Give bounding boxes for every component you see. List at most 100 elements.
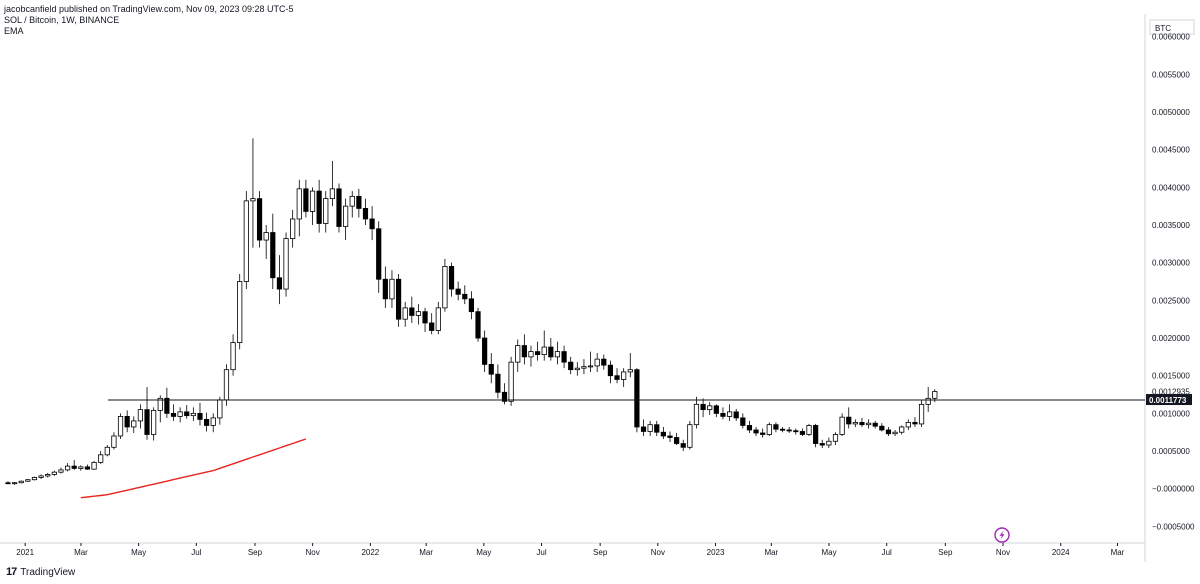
candle-body-up: [137, 409, 143, 422]
symbol-line: SOL / Bitcoin, 1W, BINANCE: [4, 15, 120, 25]
y-tick-label: 0.0060000: [1152, 33, 1190, 42]
candle: [323, 191, 329, 233]
candle: [25, 478, 31, 482]
candle: [395, 273, 402, 327]
candle-body-down: [601, 358, 607, 366]
candle: [899, 425, 905, 435]
level-price-marker: 0.0011773: [1146, 394, 1192, 406]
candle-body-up: [51, 471, 57, 475]
candle: [521, 334, 527, 365]
candle: [309, 187, 316, 225]
candle-body-up: [349, 195, 355, 207]
candle-body-down: [170, 412, 177, 417]
candle: [369, 206, 375, 241]
candle-body-up: [647, 424, 653, 432]
candle: [276, 255, 283, 305]
candle: [746, 420, 753, 433]
candle-body-up: [243, 200, 249, 282]
candle-body-down: [197, 412, 203, 420]
y-tick-label: 0.0050000: [1152, 108, 1190, 117]
candle: [786, 426, 792, 433]
x-axis-ticks: 2021 Mar May Jul Sep Nov 2022 Mar May Jul Sep Nov 20…: [16, 543, 1125, 557]
candle: [614, 368, 620, 384]
candle-body-down: [885, 429, 892, 435]
chart-header: jacobcanfield published on TradingView.c…: [4, 4, 294, 37]
candle: [687, 420, 693, 450]
tradingview-logo-icon[interactable]: 17: [6, 566, 17, 578]
candle: [779, 426, 786, 433]
candle: [303, 179, 309, 218]
candle: [852, 419, 858, 427]
candle: [290, 209, 296, 248]
candle-body-down: [548, 346, 554, 358]
candle-body-up: [826, 440, 832, 446]
candle-body-up: [237, 281, 243, 343]
candle-body-up: [415, 311, 422, 316]
x-tick-label: Mar: [419, 548, 433, 557]
candle: [98, 451, 104, 464]
x-tick-label: Nov: [996, 548, 1010, 557]
candle-body-up: [594, 358, 600, 367]
candle-body-down: [819, 443, 825, 446]
y-tick-label: 0.0010000: [1152, 409, 1190, 418]
candle-body-up: [402, 307, 408, 320]
candle-body-up: [442, 266, 448, 309]
current-price-marker: 0.0012935: [1152, 387, 1190, 396]
y-tick-label: −0.0000000: [1152, 485, 1195, 494]
candle-body-down: [482, 337, 488, 365]
y-tick-label: 0.0015000: [1152, 372, 1190, 381]
x-tick-label: Nov: [651, 548, 665, 557]
candle-body-down: [713, 405, 719, 414]
candle: [720, 407, 726, 420]
candle: [760, 428, 766, 438]
candle: [117, 413, 124, 440]
lightning-icon[interactable]: [994, 527, 1010, 543]
candle-body-down: [813, 425, 819, 444]
candle: [409, 296, 415, 323]
candle-body-up: [290, 218, 296, 239]
candle: [826, 437, 832, 449]
candle: [468, 291, 475, 320]
candle-body-down: [859, 422, 865, 426]
candle: [859, 417, 865, 427]
candle: [601, 354, 607, 370]
y-tick-label: −0.0005000: [1152, 522, 1195, 531]
candle: [515, 339, 521, 372]
candle: [819, 439, 825, 449]
candle: [475, 307, 481, 342]
candle: [263, 224, 269, 259]
candle-body-up: [766, 424, 772, 435]
candle-body-down: [680, 443, 686, 448]
candle: [58, 467, 64, 474]
candle: [31, 476, 38, 481]
candle: [488, 353, 494, 384]
candle-body-down: [316, 190, 322, 224]
candle: [382, 266, 388, 308]
candle-body-up: [31, 477, 38, 481]
candle: [482, 330, 488, 372]
candle-body-up: [18, 480, 24, 484]
candle-body-up: [91, 461, 97, 470]
candle-body-down: [521, 345, 527, 358]
candle: [879, 423, 885, 432]
candle-body-up: [587, 365, 594, 368]
candle: [607, 360, 614, 384]
candle: [283, 232, 289, 297]
currency-label: BTC: [1155, 24, 1171, 33]
candle-body-down: [203, 419, 210, 426]
candle: [343, 198, 349, 241]
candle: [495, 364, 501, 399]
candle-body-down: [422, 311, 428, 324]
x-tick-label: Sep: [248, 548, 263, 557]
candle-body-down: [912, 422, 918, 425]
candle-body-down: [760, 432, 766, 435]
candle: [84, 464, 91, 470]
candle-body-up: [296, 188, 302, 220]
y-axis-ticks: 0.0060000 0.0055000 0.0050000 0.0045000 0.00…: [1152, 33, 1195, 532]
candle-body-down: [700, 403, 706, 411]
candle-body-up: [117, 416, 124, 437]
candle: [329, 160, 335, 207]
brand-name[interactable]: TradingView: [20, 566, 76, 578]
candle: [91, 460, 97, 470]
